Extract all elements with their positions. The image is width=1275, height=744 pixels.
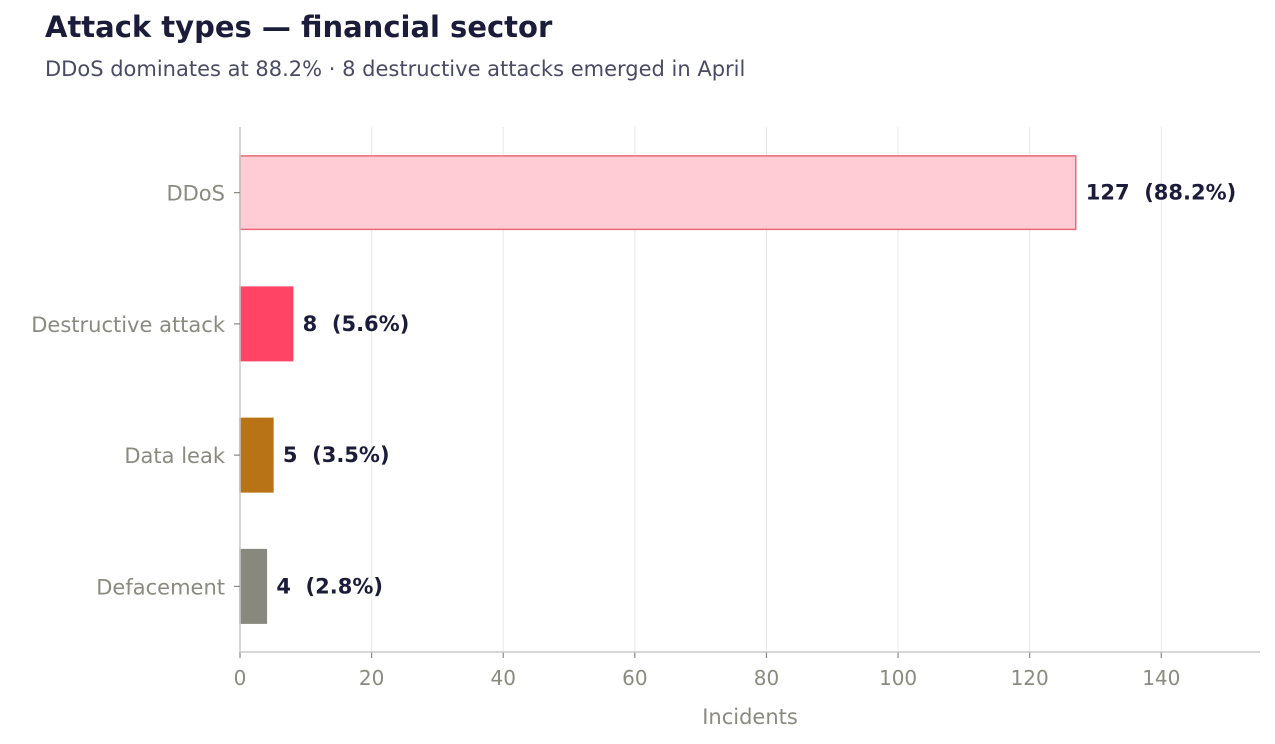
x-tick-label: 40 [490,666,515,690]
bar [239,286,294,362]
category-label: Defacement [96,575,225,599]
bar [239,548,268,624]
x-tick-label: 20 [359,666,384,690]
chart-title: Attack types — financial sector [45,10,553,44]
x-tick-label: 60 [622,666,647,690]
x-tick-label: 120 [1011,666,1049,690]
value-label: 8 (5.6%) [303,312,410,336]
x-tick-label: 80 [754,666,779,690]
value-label: 4 (2.8%) [276,574,383,598]
x-tick-label: 0 [234,666,247,690]
x-axis-title: Incidents [702,705,798,729]
category-label: DDoS [166,182,225,206]
x-tick-label: 140 [1142,666,1180,690]
bar [239,417,274,493]
labels: 0 20 40 60 80 100 120 140 DDoS 127 (88.2%) Destruc… [31,181,1236,690]
category-label: Destructive attack [31,313,226,337]
bar [239,155,1077,231]
bars [239,155,1077,624]
category-label: Data leak [124,444,225,468]
value-label: 5 (3.5%) [283,443,390,467]
value-label: 127 (88.2%) [1086,181,1237,205]
x-tick-label: 100 [879,666,917,690]
axes [234,127,1260,658]
chart-subtitle: DDoS dominates at 88.2% · 8 destructive … [45,57,746,81]
